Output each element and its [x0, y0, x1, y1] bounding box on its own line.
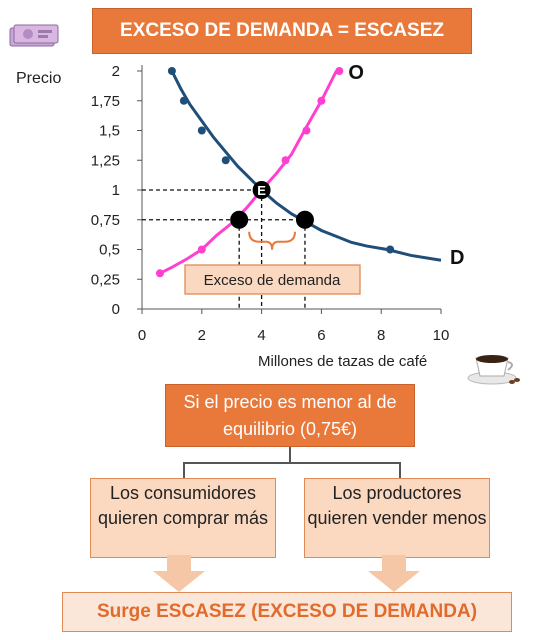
producers-box: Los productores quieren vender menos [304, 478, 490, 558]
series-marker-O [281, 156, 290, 165]
excess-label: Exceso de demanda [204, 272, 341, 289]
x-axis-label: Millones de tazas de café [258, 353, 428, 370]
y-tick-label: 0 [112, 301, 120, 318]
series-label-supply: O [348, 62, 364, 84]
x-tick-label: 2 [198, 327, 206, 344]
series-marker-D [197, 126, 206, 135]
equilibrium-label: E [257, 183, 266, 198]
series-marker-D [221, 156, 230, 165]
excess-brace [248, 231, 296, 250]
y-tick-label: 0,75 [91, 212, 120, 229]
condition-box: Si el precio es menor al de equilibrio (… [165, 384, 415, 447]
y-tick-label: 1,75 [91, 93, 120, 110]
supply-demand-chart: 0 0,25 0,5 0,75 1 1,25 1,5 1,75 2 0 2 4 6 8 10 D O Exceso… [91, 62, 465, 344]
y-tick-label: 2 [112, 63, 120, 80]
quantity-supplied-point [295, 210, 314, 229]
connector-line [183, 462, 400, 464]
chart-title: EXCESO DE DEMANDA = ESCASEZ [92, 8, 472, 54]
series-marker-D [386, 245, 395, 254]
y-tick-label: 0,25 [91, 271, 120, 288]
y-tick-label: 0,5 [99, 242, 120, 259]
x-tick-label: 4 [257, 327, 265, 344]
series-marker-O [317, 96, 326, 105]
equilibrium-point [252, 181, 271, 199]
x-tick-label: 10 [433, 327, 450, 344]
connector-line [399, 462, 401, 479]
y-tick-label: 1 [112, 182, 120, 199]
series-marker-D [167, 67, 176, 75]
series-marker-O [302, 126, 311, 135]
connector-line [289, 447, 291, 463]
connector-line [183, 462, 185, 479]
euro-banknotes-icon [9, 24, 59, 47]
y-tick-label: 1,5 [99, 123, 120, 140]
quantity-demanded-point [230, 210, 249, 229]
down-arrow-icon [368, 555, 420, 592]
series-marker-O [335, 67, 344, 75]
series-marker-D [179, 96, 188, 105]
coffee-cup-icon [467, 355, 520, 385]
x-tick-label: 8 [377, 327, 385, 344]
consumers-box: Los consumidores quieren comprar más [90, 478, 276, 558]
y-axis-label: Precio [16, 70, 62, 87]
down-arrow-icon [153, 555, 205, 592]
conclusion-box: Surge ESCASEZ (EXCESO DE DEMANDA) [62, 592, 512, 632]
y-tick-label: 1,25 [91, 152, 120, 169]
x-tick-label: 6 [317, 327, 325, 344]
series-marker-O [197, 245, 206, 254]
x-tick-label: 0 [138, 327, 146, 344]
series-label-demand: D [450, 247, 464, 269]
excess-label-box [184, 264, 361, 295]
series-line-D [170, 70, 442, 262]
series-marker-O [155, 269, 164, 278]
